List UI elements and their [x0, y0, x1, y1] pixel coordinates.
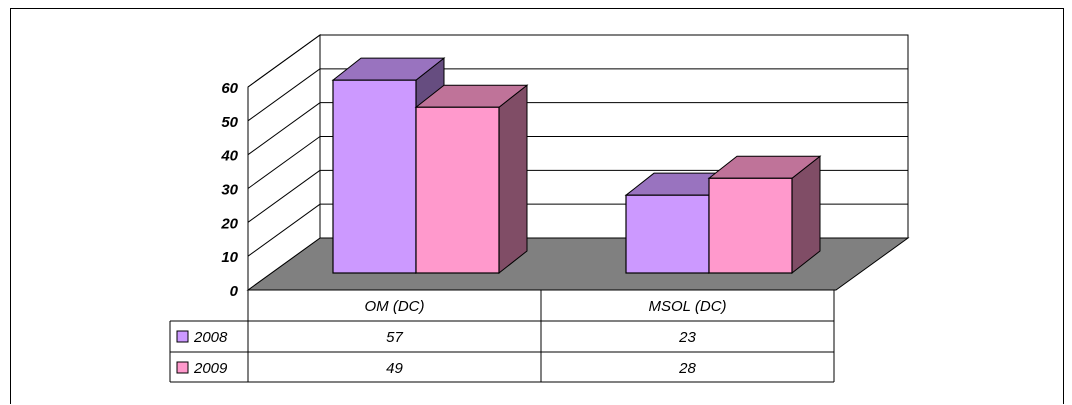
y-tick-label: 10 — [221, 249, 238, 266]
category-label: OM (DC) — [365, 298, 425, 315]
bar-2009-0 — [414, 84, 529, 275]
bar-front — [332, 79, 417, 274]
bar-front — [708, 177, 793, 274]
y-tick-label: 40 — [220, 148, 238, 165]
legend-swatch — [176, 361, 189, 374]
y-tick-label: 30 — [221, 182, 238, 199]
table-value: 57 — [386, 329, 403, 346]
chart-frame — [10, 8, 1064, 404]
bar-2009-1 — [707, 155, 822, 275]
side-gridline — [247, 169, 321, 223]
y-tick-label: 50 — [221, 114, 238, 131]
y-tick-label: 0 — [230, 283, 239, 300]
side-gridline — [247, 203, 321, 257]
bar-front — [625, 194, 710, 274]
series-label: 2009 — [193, 360, 228, 377]
table-value: 28 — [678, 360, 696, 377]
legend-swatch — [176, 330, 189, 343]
table-value: 23 — [678, 329, 696, 346]
table-value: 49 — [386, 360, 403, 377]
y-tick-label: 20 — [220, 215, 238, 232]
side-gridline — [247, 102, 321, 156]
side-gridline — [247, 34, 321, 88]
category-label: MSOL (DC) — [648, 298, 726, 315]
y-tick-label: 60 — [221, 80, 238, 97]
bar-front — [415, 106, 500, 274]
side-gridline — [247, 68, 321, 122]
series-label: 2008 — [193, 329, 228, 346]
side-gridline — [247, 136, 321, 189]
bar-side — [498, 84, 528, 275]
